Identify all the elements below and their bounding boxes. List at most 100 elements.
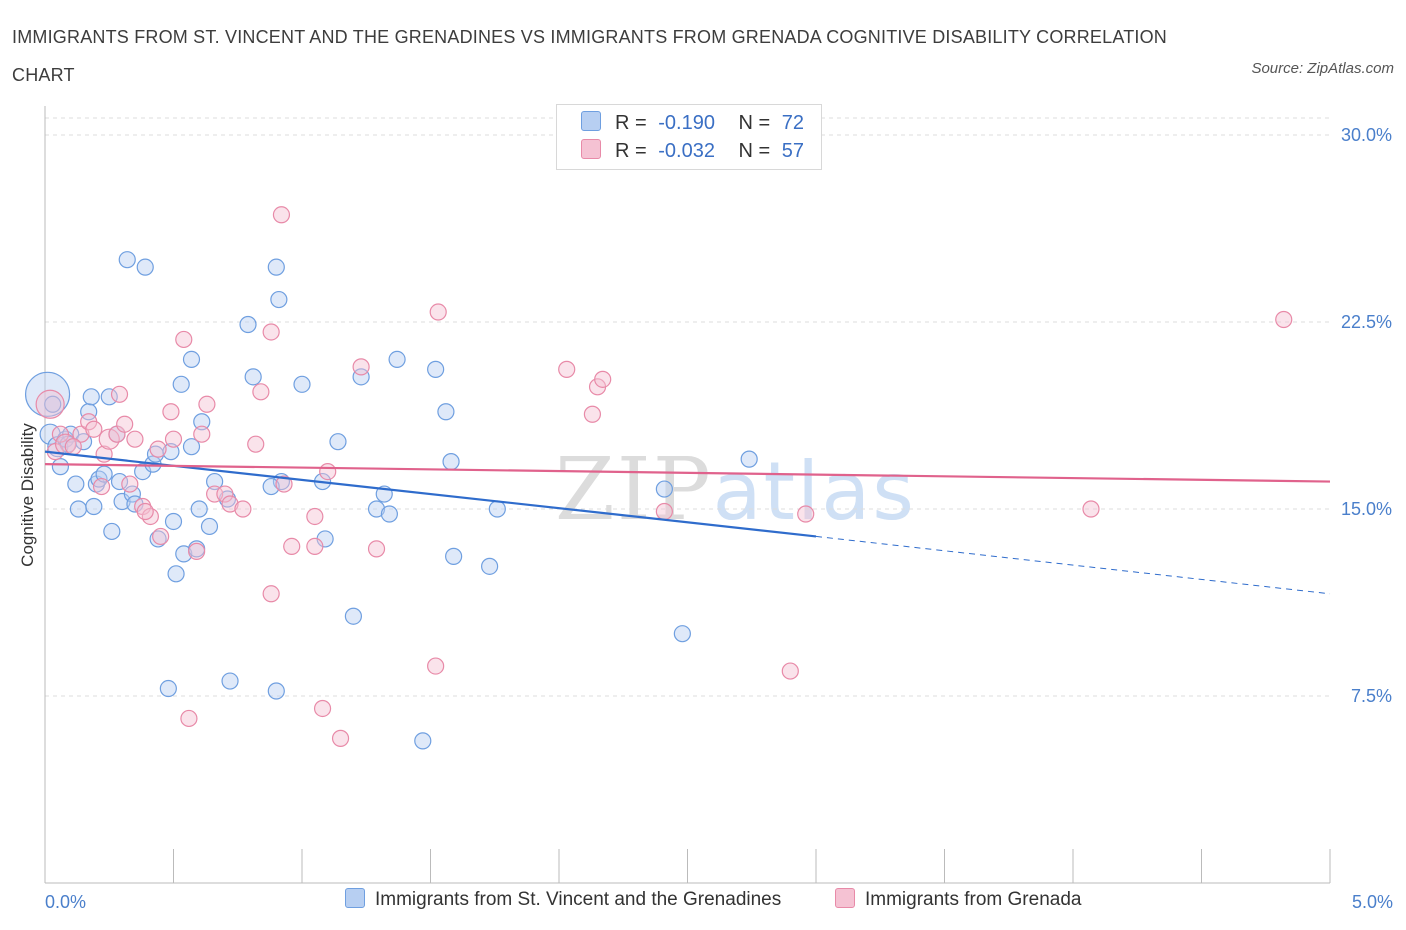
data-point-s2-24 <box>193 425 211 443</box>
data-point-s2-37 <box>306 507 324 526</box>
data-point-s1-20 <box>118 251 136 269</box>
legend-r-label-2: R = <box>615 140 647 162</box>
data-point-s2-45 <box>429 303 447 321</box>
data-point-s1-63 <box>442 453 460 471</box>
data-point-s1-6 <box>67 475 85 493</box>
series-legend-item-2[interactable]: Immigrants from Grenada <box>835 888 1081 911</box>
data-point-s2-7 <box>92 477 111 496</box>
data-point-s1-42 <box>221 672 239 690</box>
data-point-s1-58 <box>380 505 398 523</box>
data-point-s1-7 <box>69 500 88 518</box>
data-point-s2-22 <box>180 709 198 728</box>
data-point-s1-43 <box>239 315 257 334</box>
data-point-s1-70 <box>44 395 62 413</box>
data-point-s1-55 <box>352 368 370 386</box>
y-tick-label-1: 15.0% <box>1341 499 1392 519</box>
data-point-s1-15 <box>100 388 118 406</box>
data-point-s1-49 <box>262 477 280 496</box>
data-point-s1-21 <box>123 485 141 503</box>
series-swatch-blue <box>345 888 365 908</box>
data-point-s1-54 <box>344 607 362 625</box>
data-point-s2-31 <box>252 383 270 401</box>
trendline-series1-extension <box>815 535 1331 595</box>
legend-n-label-1: N = <box>738 112 771 134</box>
data-point-s1-44 <box>244 368 262 386</box>
data-point-s2-4 <box>72 425 90 443</box>
legend-r-value-1: -0.190 <box>658 112 715 134</box>
data-point-s2-43 <box>367 540 386 558</box>
trendline-series1 <box>44 450 817 538</box>
legend-row-series1: R = -0.190 N = 72 <box>581 111 804 139</box>
data-point-s1-67 <box>655 480 673 498</box>
watermark: ZIPatlas <box>555 440 916 540</box>
data-point-s1-64 <box>445 547 463 565</box>
watermark-atlas: atlas <box>712 445 916 538</box>
data-point-s2-52 <box>797 505 815 523</box>
data-point-s1-10 <box>82 388 100 406</box>
data-point-s1-31 <box>167 565 185 583</box>
data-point-s1-56 <box>367 500 386 518</box>
data-point-s1-18 <box>110 472 129 491</box>
data-point-s1-60 <box>414 732 432 750</box>
data-point-s2-17 <box>149 440 167 458</box>
series-legend-label-1: Immigrants from St. Vincent and the Gren… <box>375 889 782 910</box>
data-point-s1-30 <box>164 512 183 531</box>
data-point-s2-21 <box>175 330 193 349</box>
data-point-s2-35 <box>283 537 301 556</box>
data-point-s1-61 <box>427 360 445 378</box>
series-legend-item-1[interactable]: Immigrants from St. Vincent and the Gren… <box>345 888 781 911</box>
legend-swatch-pink <box>581 139 601 159</box>
data-point-s2-56 <box>136 502 154 521</box>
data-point-s2-38 <box>306 537 324 556</box>
data-point-s1-45 <box>267 258 285 276</box>
data-point-s1-3 <box>51 458 70 476</box>
data-point-s2-12 <box>116 415 134 433</box>
data-point-s2-0 <box>35 389 65 419</box>
data-point-s1-69 <box>740 450 758 468</box>
data-point-s2-13 <box>121 475 139 493</box>
data-point-s1-27 <box>149 530 167 548</box>
data-point-s1-48 <box>267 682 285 700</box>
data-point-s1-68 <box>673 625 691 643</box>
data-point-s1-32 <box>172 375 190 393</box>
legend-n-label-2: N = <box>738 140 771 162</box>
data-point-s2-49 <box>594 370 612 388</box>
legend-r-value-2: -0.032 <box>658 140 715 162</box>
data-point-s2-42 <box>352 358 370 376</box>
data-point-s2-14 <box>126 430 144 448</box>
legend-n-value-2: 57 <box>781 140 805 162</box>
correlation-legend: R = -0.190 N = 72 R = -0.032 N = 57 <box>556 104 822 170</box>
data-point-s2-46 <box>558 360 576 378</box>
data-point-s1-65 <box>481 557 499 575</box>
data-point-s2-44 <box>427 657 445 675</box>
series-swatch-pink <box>835 888 855 908</box>
data-point-s1-62 <box>437 403 455 421</box>
data-point-s1-46 <box>270 290 288 309</box>
data-point-s2-40 <box>319 463 337 481</box>
y-tick-label-0: 7.5% <box>1351 686 1392 706</box>
data-point-s1-33 <box>175 545 193 563</box>
data-point-s2-41 <box>331 729 350 747</box>
data-point-s1-35 <box>182 438 201 456</box>
source-credit: Source: ZipAtlas.com <box>1251 60 1394 77</box>
data-point-s1-40 <box>206 472 224 491</box>
data-point-s2-25 <box>198 395 216 413</box>
data-point-s2-18 <box>152 527 170 546</box>
legend-row-series2: R = -0.032 N = 57 <box>581 139 804 167</box>
trendline-series2 <box>44 463 1331 483</box>
data-point-s2-50 <box>655 502 673 521</box>
data-point-s1-38 <box>193 413 211 431</box>
data-point-s1-41 <box>218 490 237 508</box>
data-point-s2-36 <box>272 206 291 224</box>
data-point-s1-11 <box>85 497 103 516</box>
data-point-s1-9 <box>80 403 98 421</box>
data-point-s2-6 <box>85 420 103 438</box>
legend-n-value-1: 72 <box>781 112 805 134</box>
data-point-s1-28 <box>159 679 177 698</box>
data-point-s1-1 <box>39 423 61 445</box>
data-point-s1-66 <box>488 500 506 518</box>
y-axis-label: Cognitive Disability <box>18 423 37 567</box>
data-point-s2-29 <box>234 500 252 518</box>
data-point-s2-54 <box>1275 310 1293 329</box>
data-point-s1-34 <box>182 350 201 368</box>
